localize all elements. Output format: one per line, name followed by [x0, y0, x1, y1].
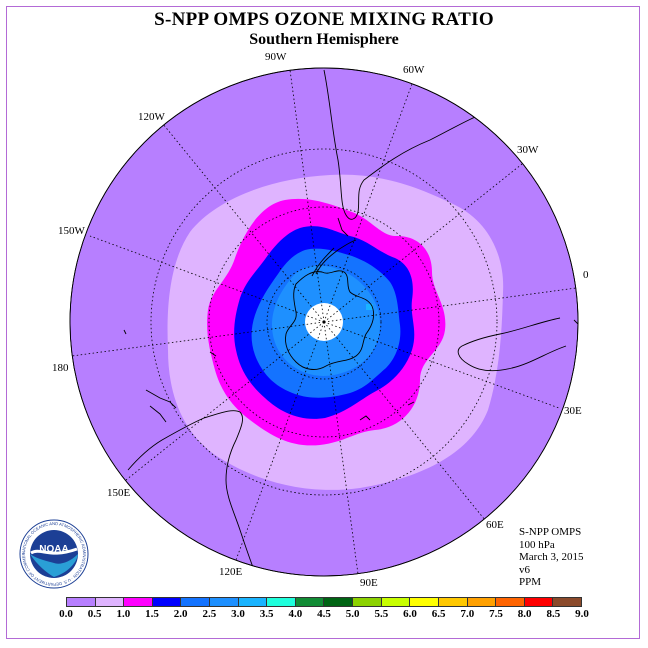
- lon-label-0: 0: [583, 269, 589, 281]
- colorbar-swatch: [295, 598, 325, 606]
- colorbar-tick-label: 6.0: [403, 608, 417, 620]
- colorbar: [66, 597, 582, 607]
- colorbar-swatch: [381, 598, 411, 606]
- colorbar-tick-label: 5.0: [345, 608, 360, 620]
- map-title: S-NPP OMPS OZONE MIXING RATIO: [154, 9, 494, 30]
- colorbar-swatch: [324, 598, 354, 606]
- contour-3.0-3.5: [366, 304, 373, 310]
- colorbar-swatch: [95, 598, 125, 606]
- map-subtitle: Southern Hemisphere: [249, 31, 399, 48]
- lon-label-60w: 60W: [403, 64, 425, 76]
- colorbar-tick-label: 4.0: [288, 608, 303, 620]
- lon-label-60e: 60E: [486, 519, 504, 531]
- colorbar-swatch: [524, 598, 554, 606]
- lon-label-30e: 30E: [564, 405, 582, 417]
- figure-frame: [6, 6, 640, 639]
- latitude-circles: [150, 148, 498, 496]
- colorbar-swatch: [124, 598, 153, 606]
- colorbar-swatch: [67, 598, 96, 606]
- lon-label-120w: 120W: [138, 111, 166, 123]
- colorbar-tick-label: 2.0: [173, 608, 188, 620]
- longitude-labels: 0 30E 60E 90E 120E 150E 180 150W 120W 90…: [52, 51, 589, 589]
- lon-label-120e: 120E: [219, 566, 243, 578]
- coastlines: [123, 69, 578, 576]
- colorbar-swatch: [467, 598, 497, 606]
- meridians: [71, 69, 577, 575]
- colorbar-tick-label: 4.5: [317, 608, 331, 620]
- svg-text:NOAA: NOAA: [39, 544, 68, 555]
- colorbar-tick-label: 1.5: [145, 608, 159, 620]
- colorbar-swatch: [152, 598, 182, 606]
- colorbar-tick-label: 8.0: [517, 608, 532, 620]
- colorbar-tick-label: 0.0: [59, 608, 73, 620]
- colorbar-swatch: [553, 598, 581, 606]
- info-date: March 3, 2015: [519, 551, 584, 563]
- colorbar-swatch: [353, 598, 382, 606]
- info-instrument: S-NPP OMPS: [519, 526, 582, 538]
- colorbar-tick-label: 5.5: [374, 608, 389, 620]
- colorbar-swatch: [267, 598, 296, 606]
- colorbar-tick-label: 1.0: [116, 608, 131, 620]
- lon-label-30w: 30W: [517, 144, 539, 156]
- colorbar-swatch: [410, 598, 439, 606]
- colorbar-tick-label: 8.5: [546, 608, 561, 620]
- colorbar-swatch: [496, 598, 525, 606]
- colorbar-ticks: 0.0 0.5 1.0 1.5 2.0 2.5 3.0 3.5 4.0 4.5 5.0 5.5 6.0 6…: [0, 608, 648, 622]
- info-version: v6: [519, 563, 530, 576]
- lon-label-150e: 150E: [107, 487, 131, 499]
- colorbar-swatch: [210, 598, 239, 606]
- colorbar-tick-label: 3.0: [231, 608, 245, 620]
- colorbar-tick-label: 7.5: [489, 608, 503, 620]
- noaa-logo: NOAA NATIONAL OCEANIC AND ATMOSPHERIC AD…: [19, 519, 89, 589]
- lon-label-90e: 90E: [360, 577, 378, 589]
- colorbar-swatch: [238, 598, 268, 606]
- info-level: 100 hPa: [519, 538, 555, 551]
- colorbar-tick-label: 3.5: [259, 608, 274, 620]
- lon-label-150w: 150W: [58, 225, 86, 237]
- colorbar-swatch: [181, 598, 211, 606]
- info-units: PPM: [519, 576, 542, 588]
- colorbar-swatch: [438, 598, 468, 606]
- colorbar-tick-label: 7.0: [460, 608, 475, 620]
- colorbar-tick-label: 0.5: [87, 608, 102, 620]
- lon-label-180: 180: [52, 362, 69, 374]
- colorbar-tick-label: 6.5: [431, 608, 446, 620]
- colorbar-tick-label: 9.0: [575, 608, 589, 620]
- lon-label-90w: 90W: [265, 51, 287, 63]
- colorbar-tick-label: 2.5: [202, 608, 217, 620]
- info-block: S-NPP OMPS 100 hPa March 3, 2015 v6 PPM: [519, 526, 583, 589]
